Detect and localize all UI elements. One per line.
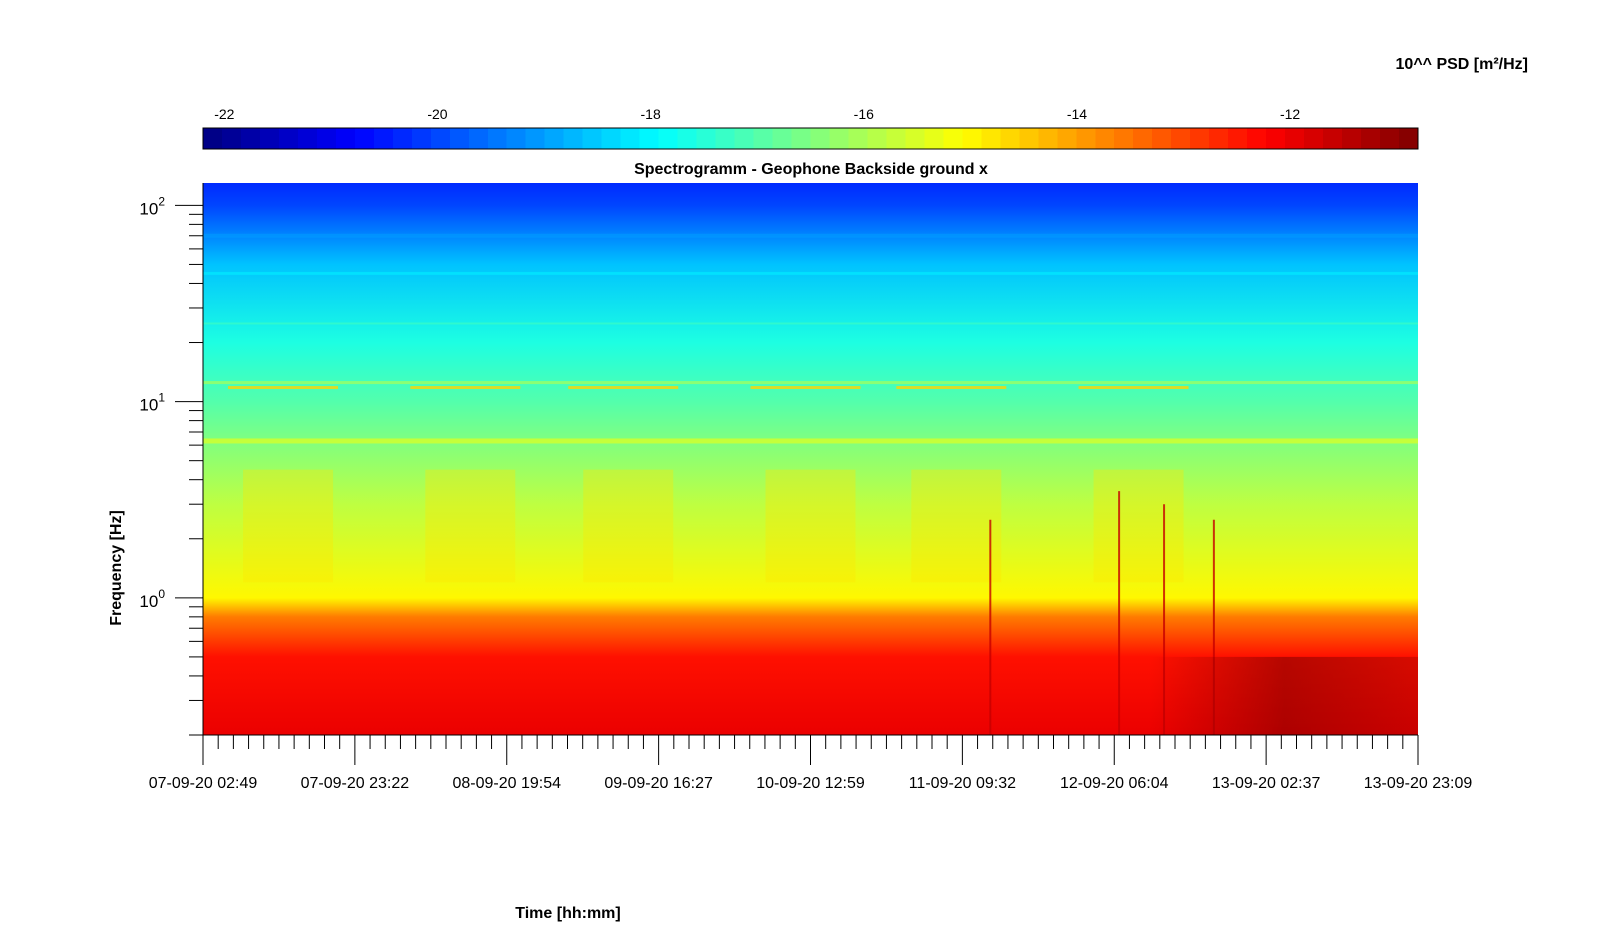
activity-burst [425,469,516,583]
x-tick-label: 10-09-20 12:59 [756,775,865,792]
x-axis-label: Time [hh:mm] [515,905,620,922]
y-tick-label: 100 [139,587,165,611]
y-axis: 100 101 102 [139,183,204,736]
x-tick-label: 11-09-20 09:32 [909,775,1016,792]
activity-burst [243,469,334,583]
x-tick-label: 12-09-20 06:04 [1060,775,1169,792]
harmonic-band [203,381,1418,385]
activity-line [410,386,521,390]
spectrogram-background [203,183,1418,735]
harmonic-band [203,438,1418,444]
x-tick-label: 07-09-20 23:22 [301,775,410,792]
colorbar: -22 -20 -18 -16 -14 -12 [202,106,1419,150]
x-tick-label: 13-09-20 02:37 [1212,775,1321,792]
activity-line [1078,386,1189,390]
activity-burst [583,469,674,583]
colorbar-tick-label: -14 [1067,106,1087,122]
harmonic-band [203,271,1418,275]
x-tick-label: 07-09-20 02:49 [149,775,258,792]
spectrogram-features [203,233,1418,735]
colorbar-tick-label: -18 [641,106,661,122]
activity-line [228,386,339,390]
high-power-region [1150,656,1418,735]
colorbar-tick-label: -22 [214,106,234,122]
colorbar-tick-label: -16 [854,106,874,122]
activity-line [568,386,679,390]
y-tick-label: 102 [139,194,165,218]
colorbar-tick-label: -20 [427,106,447,122]
activity-line [750,386,861,390]
activity-burst [911,469,1002,583]
x-tick-label: 09-09-20 16:27 [604,775,713,792]
harmonic-band [203,233,1418,238]
y-axis-label: Frequency [Hz] [108,510,125,626]
spectrogram-image [203,183,1418,735]
colorbar-tick-label: -12 [1280,106,1300,122]
activity-burst [1093,469,1184,583]
x-tick-label: 13-09-20 23:09 [1364,775,1473,792]
x-tick-label: 08-09-20 19:54 [452,775,561,792]
colorbar-gradient [202,127,1419,150]
activity-line [896,386,1007,390]
y-tick-label: 101 [139,391,165,415]
x-axis: 07-09-20 02:49 07-09-20 23:22 08-09-20 19:… [149,734,1473,792]
colorbar-label: 10^^ PSD [m²/Hz] [1396,56,1528,73]
chart-title: Spectrogramm - Geophone Backside ground … [634,161,988,178]
activity-burst [765,469,856,583]
harmonic-band [203,322,1418,325]
